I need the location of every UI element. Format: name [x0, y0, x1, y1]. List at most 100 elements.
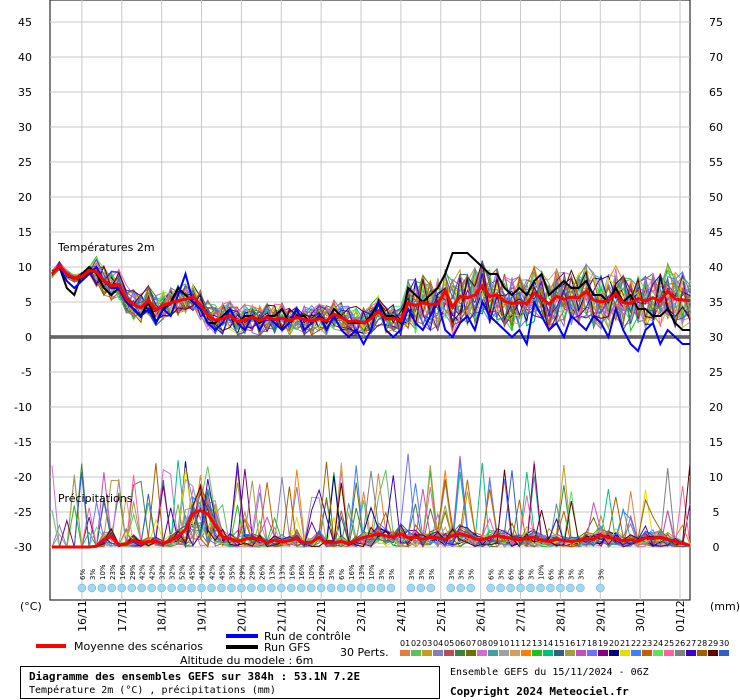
member-number: 08	[477, 639, 487, 648]
snow-flake	[506, 583, 515, 593]
snow-flake	[486, 583, 495, 593]
snow-flake	[157, 583, 166, 593]
snow-probability-label: 3%	[418, 569, 426, 580]
member-swatch	[642, 650, 652, 656]
snow-probability-label: 3%	[597, 569, 605, 580]
snow-probability-label: 52%	[179, 564, 187, 580]
member-swatch	[719, 650, 729, 656]
temperature-section-label: Températures 2m	[57, 241, 155, 254]
snow-probability-label: 10%	[99, 564, 107, 580]
member-swatch	[455, 650, 465, 656]
date-tick-label: 16/11	[76, 600, 89, 632]
member-swatch	[686, 650, 696, 656]
snow-probability-label: 3%	[458, 569, 466, 580]
date-tick-label: 30/11	[634, 600, 647, 632]
left-tick-label: 10	[18, 261, 32, 274]
left-tick-label: -20	[14, 471, 32, 484]
member-swatch	[466, 650, 476, 656]
snow-flake	[596, 583, 605, 593]
snow-flake	[227, 583, 236, 593]
right-tick-label: 0	[713, 541, 720, 554]
snow-probability-label: 10%	[308, 564, 316, 580]
snow-flake	[107, 583, 117, 593]
snow-probability-label: 13%	[268, 564, 276, 580]
member-precip-line	[52, 455, 691, 548]
member-number: 07	[466, 639, 476, 648]
member-swatch	[565, 650, 575, 656]
snow-flake	[546, 583, 555, 593]
member-number: 30	[719, 639, 729, 648]
right-tick-label: 50	[709, 191, 723, 204]
snow-probability-label: 13%	[358, 564, 366, 580]
member-swatch	[488, 650, 498, 656]
right-tick-label: 45	[709, 226, 723, 239]
member-number: 14	[543, 639, 553, 648]
snow-flake	[516, 583, 525, 593]
right-tick-label: 55	[709, 156, 723, 169]
member-number: 15	[554, 639, 564, 648]
date-tick-label: 24/11	[395, 600, 408, 632]
snow-probability-label: 10%	[368, 564, 376, 580]
snow-probability-label: 3%	[468, 569, 476, 580]
date-axis-ticks: 16/11 17/11 18/11 19/11 20/11 21/11 22/11 23/11…	[76, 600, 687, 632]
snow-flake	[406, 583, 416, 593]
member-swatch	[433, 650, 443, 656]
date-tick-label: 27/11	[515, 600, 528, 632]
snow-flake	[336, 583, 346, 593]
member-number: 21	[620, 639, 630, 648]
snow-probability-label: 3%	[567, 569, 575, 580]
snow-flake	[576, 583, 585, 593]
snow-flake	[456, 583, 465, 593]
member-number: 13	[532, 639, 542, 648]
snow-probability-label: 23%	[109, 564, 117, 580]
right-tick-label: 40	[709, 261, 723, 274]
right-axis-unit: (mm)	[710, 600, 740, 613]
member-number: 20	[609, 639, 619, 648]
date-tick-label: 26/11	[475, 600, 488, 632]
snow-probability-label: 6%	[338, 569, 346, 580]
legend-control-label: Run de contrôle	[264, 630, 351, 643]
legend-altitude: Altitude du modele : 6m	[180, 654, 313, 665]
member-number: 28	[697, 639, 707, 648]
member-number: 23	[642, 639, 652, 648]
snow-flake	[187, 583, 196, 593]
right-tick-label: 5	[713, 506, 720, 519]
snow-flake	[556, 583, 565, 593]
snow-probability-label: 10%	[318, 564, 326, 580]
left-tick-label: -10	[14, 401, 32, 414]
left-tick-label: 20	[18, 191, 32, 204]
mean-precip-line	[52, 508, 691, 549]
member-swatch	[411, 650, 421, 656]
snow-flake	[526, 583, 535, 593]
snow-probability-label: 45%	[199, 564, 207, 580]
right-tick-label: 30	[709, 331, 723, 344]
snow-probability-label: 6%	[488, 569, 496, 580]
snow-probability-label: 42%	[139, 564, 147, 580]
snow-probability-label: 42%	[149, 564, 157, 580]
date-tick-label: 17/11	[116, 600, 129, 632]
snow-flake	[217, 583, 226, 593]
snow-flake	[356, 583, 366, 593]
snow-probability-label: 42%	[209, 564, 217, 580]
member-swatch	[422, 650, 432, 656]
member-swatch	[708, 650, 718, 656]
snow-flake	[446, 583, 455, 593]
right-tick-label: 60	[709, 121, 723, 134]
member-swatch	[543, 650, 553, 656]
left-tick-label: -25	[14, 506, 32, 519]
snow-probability-label: 3%	[498, 569, 506, 580]
snow-flake	[97, 583, 107, 593]
snow-probability-label: 3%	[448, 569, 456, 580]
snow-flake	[306, 583, 316, 593]
member-number: 02	[411, 639, 421, 648]
member-number: 18	[587, 639, 597, 648]
snow-probability-label: 32%	[159, 564, 167, 580]
snow-probability-label: 6%	[518, 569, 526, 580]
legend-perts-label: 30 Perts.	[340, 646, 389, 659]
legend-mean-label: Moyenne des scénarios	[74, 640, 203, 653]
snow-probability-label: 16%	[288, 564, 296, 580]
snow-flake	[496, 583, 505, 593]
precipitation-section-label: Précipitations	[58, 492, 133, 505]
member-number: 09	[488, 639, 498, 648]
